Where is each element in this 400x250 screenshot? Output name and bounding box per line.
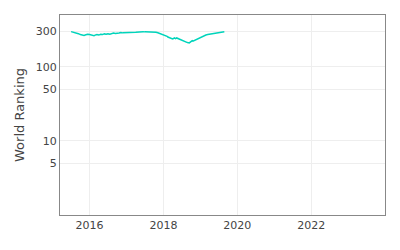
svg-text:2018: 2018 — [149, 219, 177, 232]
svg-text:World Ranking: World Ranking — [12, 68, 27, 162]
svg-text:2016: 2016 — [76, 219, 104, 232]
svg-text:5: 5 — [50, 157, 57, 170]
svg-text:2022: 2022 — [297, 219, 325, 232]
svg-text:300: 300 — [36, 25, 57, 38]
svg-text:100: 100 — [36, 61, 57, 74]
svg-text:2020: 2020 — [223, 219, 251, 232]
svg-text:10: 10 — [43, 135, 57, 148]
svg-text:50: 50 — [43, 83, 57, 96]
